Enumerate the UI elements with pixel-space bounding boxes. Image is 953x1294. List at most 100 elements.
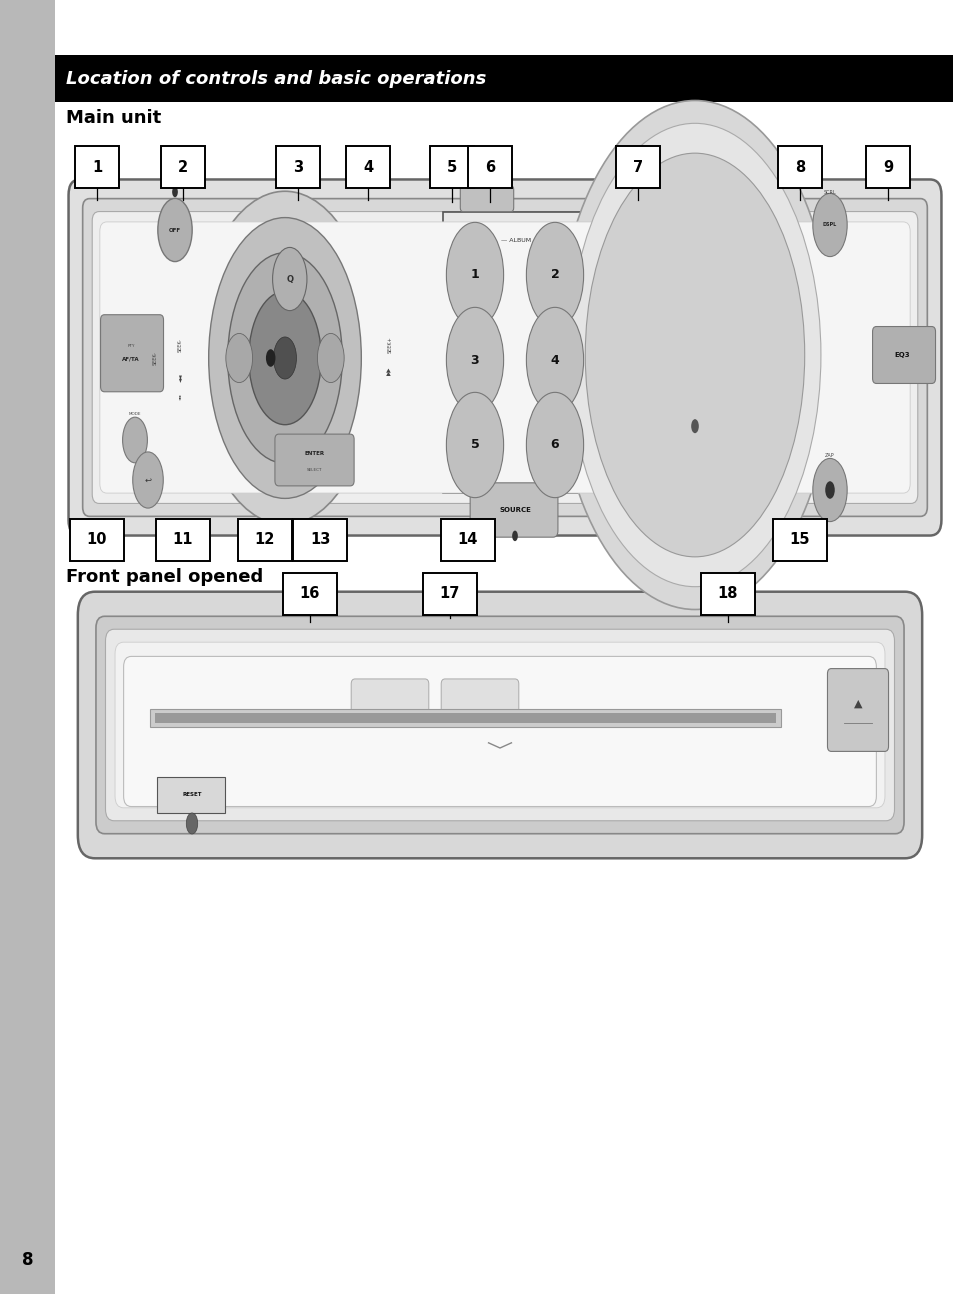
Text: ▲: ▲ <box>853 699 862 709</box>
FancyBboxPatch shape <box>441 519 495 560</box>
Text: ↩: ↩ <box>144 475 152 484</box>
FancyBboxPatch shape <box>346 146 390 188</box>
Ellipse shape <box>526 308 583 413</box>
FancyBboxPatch shape <box>423 573 476 615</box>
Text: 8: 8 <box>22 1251 33 1269</box>
Ellipse shape <box>273 247 307 311</box>
Text: 4: 4 <box>362 159 373 175</box>
Text: OFF: OFF <box>169 228 181 233</box>
Ellipse shape <box>249 291 321 424</box>
FancyBboxPatch shape <box>470 483 558 537</box>
Ellipse shape <box>691 419 699 433</box>
Bar <box>55 56 953 102</box>
Text: EQ3: EQ3 <box>893 352 909 358</box>
Ellipse shape <box>172 186 177 197</box>
Text: MODE: MODE <box>129 411 141 417</box>
Text: DM+: DM+ <box>469 395 480 400</box>
Text: 6: 6 <box>550 439 558 452</box>
FancyBboxPatch shape <box>351 679 428 719</box>
Text: 1: 1 <box>470 268 478 282</box>
Text: 7: 7 <box>632 159 642 175</box>
FancyBboxPatch shape <box>106 629 894 820</box>
FancyBboxPatch shape <box>83 198 926 516</box>
Ellipse shape <box>557 101 833 609</box>
Bar <box>151 709 781 727</box>
Text: 5: 5 <box>446 159 456 175</box>
Ellipse shape <box>157 198 192 261</box>
Text: SEEK+: SEEK+ <box>387 336 392 353</box>
Ellipse shape <box>446 223 503 327</box>
Text: SHUF: SHUF <box>548 309 561 314</box>
Text: 14: 14 <box>457 533 477 547</box>
Ellipse shape <box>512 531 517 541</box>
FancyBboxPatch shape <box>161 146 205 188</box>
FancyBboxPatch shape <box>773 519 826 560</box>
FancyBboxPatch shape <box>778 146 821 188</box>
Text: REP: REP <box>470 309 479 314</box>
Text: AF/TA: AF/TA <box>122 356 140 361</box>
FancyBboxPatch shape <box>440 679 518 719</box>
FancyBboxPatch shape <box>459 186 513 212</box>
Text: 2: 2 <box>550 268 558 282</box>
Text: 10: 10 <box>87 533 107 547</box>
FancyBboxPatch shape <box>865 146 909 188</box>
Ellipse shape <box>226 334 253 383</box>
Text: Location of controls and basic operations: Location of controls and basic operation… <box>67 70 486 88</box>
Ellipse shape <box>446 392 503 498</box>
Text: ZAP: ZAP <box>824 453 834 458</box>
Bar <box>0 0 55 1294</box>
Text: — ALBUM +: — ALBUM + <box>500 238 538 243</box>
Text: 17: 17 <box>439 586 459 602</box>
FancyBboxPatch shape <box>71 519 124 560</box>
Text: 2: 2 <box>178 159 188 175</box>
Text: 9: 9 <box>882 159 892 175</box>
Text: 3: 3 <box>470 353 478 366</box>
Text: 12: 12 <box>254 533 274 547</box>
FancyBboxPatch shape <box>78 591 922 858</box>
FancyBboxPatch shape <box>274 433 354 485</box>
Text: RESET: RESET <box>182 792 201 797</box>
FancyBboxPatch shape <box>75 146 119 188</box>
Ellipse shape <box>812 458 846 521</box>
Text: 15: 15 <box>789 533 809 547</box>
Text: Q: Q <box>286 274 293 283</box>
Text: PTY: PTY <box>127 344 134 348</box>
Text: Front panel opened: Front panel opened <box>67 568 263 586</box>
FancyBboxPatch shape <box>238 519 292 560</box>
Text: 1: 1 <box>91 159 102 175</box>
FancyBboxPatch shape <box>156 776 225 813</box>
Ellipse shape <box>266 349 275 366</box>
Ellipse shape <box>123 417 148 463</box>
Bar <box>155 713 776 723</box>
FancyBboxPatch shape <box>442 212 597 493</box>
Ellipse shape <box>446 308 503 413</box>
FancyBboxPatch shape <box>100 221 909 493</box>
FancyBboxPatch shape <box>69 180 941 536</box>
Text: ◄◄: ◄◄ <box>177 373 182 382</box>
Text: ENTER: ENTER <box>305 452 325 455</box>
Text: 6: 6 <box>484 159 495 175</box>
FancyBboxPatch shape <box>616 146 659 188</box>
Text: SEEK-: SEEK- <box>152 351 157 365</box>
Ellipse shape <box>824 481 834 498</box>
FancyBboxPatch shape <box>468 146 512 188</box>
Ellipse shape <box>585 153 804 556</box>
Text: 3: 3 <box>293 159 303 175</box>
FancyBboxPatch shape <box>100 314 163 392</box>
FancyBboxPatch shape <box>872 326 935 383</box>
FancyBboxPatch shape <box>115 642 884 807</box>
Ellipse shape <box>186 813 197 835</box>
Text: SCRL: SCRL <box>822 190 836 195</box>
Ellipse shape <box>194 192 375 525</box>
FancyBboxPatch shape <box>283 573 336 615</box>
Ellipse shape <box>274 336 296 379</box>
Bar <box>114 835 885 848</box>
Text: PAUSE: PAUSE <box>547 395 562 400</box>
Text: 16: 16 <box>299 586 320 602</box>
Text: DSPL: DSPL <box>822 223 836 228</box>
Text: SEEK-: SEEK- <box>177 338 182 352</box>
Text: SELECT: SELECT <box>307 468 322 472</box>
Ellipse shape <box>228 252 342 463</box>
Text: ▶▶: ▶▶ <box>387 366 392 375</box>
Ellipse shape <box>569 123 821 586</box>
